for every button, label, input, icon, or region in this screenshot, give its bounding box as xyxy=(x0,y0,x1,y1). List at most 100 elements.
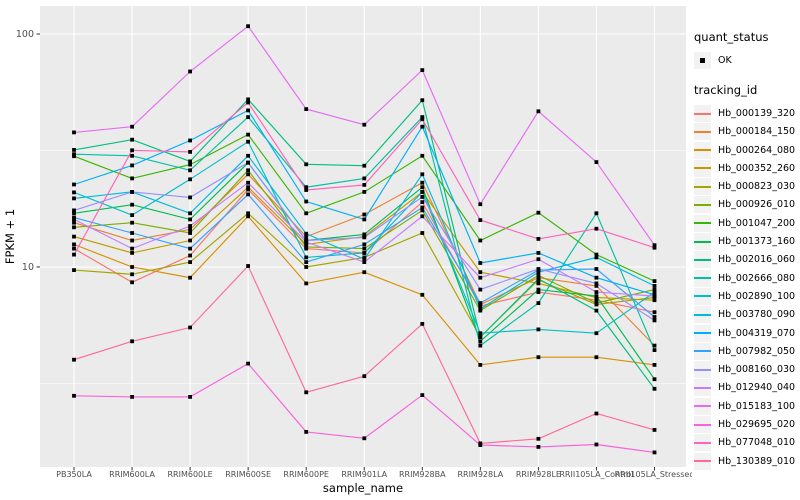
data-point-marker xyxy=(246,172,250,177)
legend-item-quant-status-ok: OK xyxy=(694,52,798,69)
data-point-marker xyxy=(420,68,425,72)
data-point-marker xyxy=(420,292,425,297)
data-point-marker xyxy=(188,246,192,251)
data-point-marker xyxy=(130,272,134,277)
legend-key xyxy=(694,233,711,251)
data-point-marker xyxy=(652,298,657,303)
legend-item-label: Hb_002666_080 xyxy=(718,272,796,284)
legend-item-label: Hb_029695_020 xyxy=(718,419,796,431)
line-swatch-icon xyxy=(694,203,711,206)
legend-item-Hb_004319_070: Hb_004319_070 xyxy=(694,324,798,342)
data-point-marker xyxy=(478,275,483,280)
data-point-marker xyxy=(304,234,309,239)
data-point-marker xyxy=(362,183,367,187)
data-point-marker xyxy=(478,339,483,344)
legend-title-quant-status: quant_status xyxy=(694,30,769,44)
data-point-marker xyxy=(420,153,425,158)
data-point-marker xyxy=(652,386,657,391)
data-point-marker xyxy=(536,355,541,360)
data-point-marker xyxy=(594,301,599,305)
legend-item-label: Hb_001047_200 xyxy=(718,217,796,229)
data-point-marker xyxy=(594,331,599,336)
data-point-marker xyxy=(362,260,367,264)
data-point-marker xyxy=(130,137,134,142)
data-point-marker xyxy=(536,281,541,286)
data-point-marker xyxy=(594,255,599,260)
line-swatch-icon xyxy=(694,258,711,261)
data-point-marker xyxy=(478,261,483,265)
line-swatch-icon xyxy=(694,240,711,243)
line-swatch-icon xyxy=(694,167,711,170)
legend-item-label: Hb_000926_010 xyxy=(718,199,796,211)
legend-item-Hb_000352_260: Hb_000352_260 xyxy=(694,159,798,177)
data-point-marker xyxy=(420,322,425,326)
legend-item-label: Hb_001373_160 xyxy=(718,236,796,248)
data-point-marker xyxy=(478,202,483,207)
data-point-marker xyxy=(188,238,192,243)
legend-item-label: OK xyxy=(718,55,732,66)
data-point-marker xyxy=(304,430,309,434)
data-point-marker xyxy=(246,153,250,158)
legend-item-label: Hb_002016_060 xyxy=(718,254,796,266)
data-point-marker xyxy=(420,190,425,194)
data-point-marker xyxy=(420,124,425,129)
legend-item-label: Hb_130389_010 xyxy=(718,455,796,467)
data-point-marker xyxy=(188,195,192,200)
data-point-marker xyxy=(362,436,367,441)
legend-item-label: Hb_012940_040 xyxy=(718,382,796,394)
data-point-marker xyxy=(130,148,134,153)
data-point-marker xyxy=(420,205,425,210)
data-point-marker xyxy=(478,335,483,339)
line-swatch-icon xyxy=(694,350,711,353)
legend-item-Hb_001047_200: Hb_001047_200 xyxy=(694,214,798,232)
data-point-marker xyxy=(652,279,657,283)
data-point-marker xyxy=(72,208,76,213)
x-tick-label: PB350LA xyxy=(56,470,92,479)
data-point-marker xyxy=(652,450,657,455)
legend-item-label: Hb_000823_030 xyxy=(718,181,796,193)
data-point-marker xyxy=(652,428,657,432)
data-point-marker xyxy=(72,268,76,272)
tracking-id-block: tracking_id Hb_000139_320 Hb_000184_150 Hb… xyxy=(694,83,798,470)
data-point-marker xyxy=(246,160,250,165)
line-swatch-icon xyxy=(694,405,711,408)
data-point-marker xyxy=(246,24,250,29)
data-point-marker xyxy=(362,270,367,275)
legend-item-Hb_000264_080: Hb_000264_080 xyxy=(694,141,798,159)
data-point-marker xyxy=(304,242,309,247)
legend-item-Hb_003780_090: Hb_003780_090 xyxy=(694,306,798,324)
legend-key xyxy=(694,287,711,305)
data-point-marker xyxy=(72,196,76,201)
data-point-marker xyxy=(72,246,76,251)
data-point-marker xyxy=(594,275,599,280)
data-point-marker xyxy=(420,185,425,190)
data-point-marker xyxy=(420,172,425,177)
legend-key xyxy=(694,324,711,342)
data-point-marker xyxy=(304,199,309,204)
data-point-marker xyxy=(304,260,309,264)
data-point-marker xyxy=(304,255,309,260)
data-point-marker xyxy=(536,273,541,278)
data-point-marker xyxy=(536,290,541,294)
data-point-marker xyxy=(362,212,367,217)
legend-key xyxy=(694,141,711,159)
data-point-marker xyxy=(130,220,134,225)
data-point-marker xyxy=(420,208,425,213)
data-point-marker xyxy=(130,153,134,158)
legend-item-label: Hb_004319_070 xyxy=(718,327,796,339)
data-point-marker xyxy=(130,124,134,129)
legend-item-Hb_001373_160: Hb_001373_160 xyxy=(694,233,798,251)
data-point-marker xyxy=(362,374,367,379)
data-point-marker xyxy=(478,331,483,336)
x-tick-label: RRIM600SE xyxy=(225,470,271,479)
fpkm-line-chart: 100 10 PB350LA RRIM600LA RRIM600LE RRIM600SE R… xyxy=(3,6,692,495)
data-point-marker xyxy=(130,280,134,285)
line-swatch-icon xyxy=(694,112,711,115)
data-point-marker xyxy=(246,100,250,105)
data-point-marker xyxy=(478,287,483,292)
legend-item-label: Hb_000264_080 xyxy=(718,144,796,156)
data-point-marker xyxy=(188,253,192,258)
data-point-marker xyxy=(420,200,425,204)
line-swatch-icon xyxy=(694,185,711,188)
legend-item-label: Hb_002890_100 xyxy=(718,290,796,302)
